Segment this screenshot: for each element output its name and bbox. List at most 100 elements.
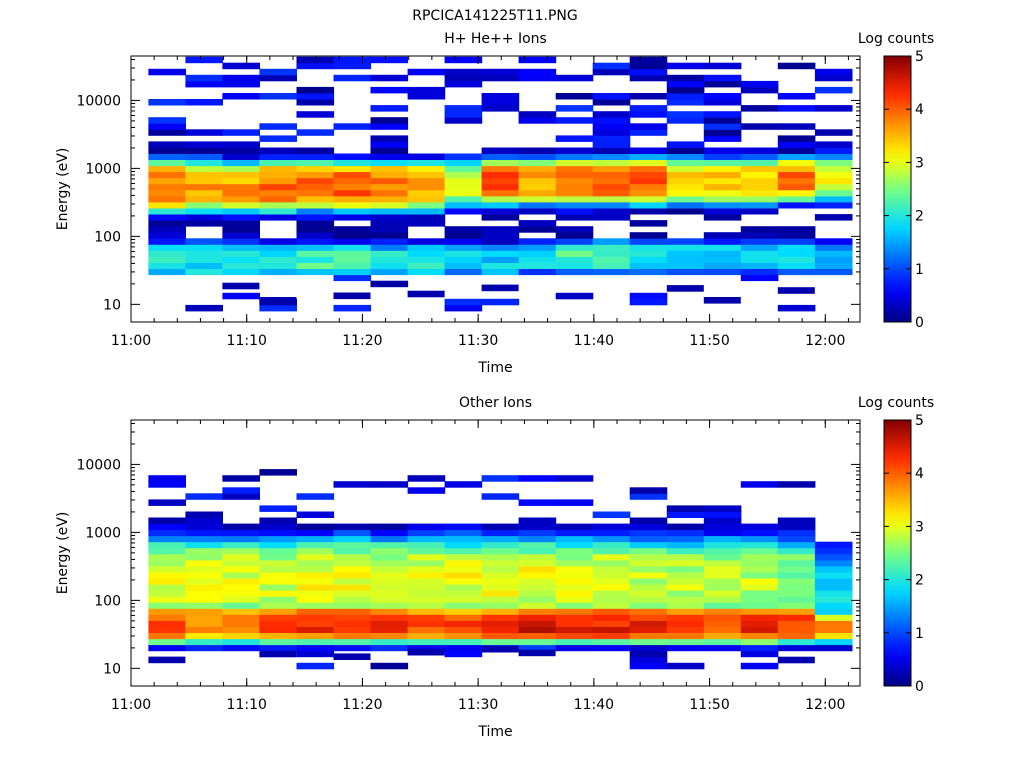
heatmap-cell	[296, 171, 335, 179]
heatmap-cell	[740, 80, 779, 88]
heatmap-cell	[222, 632, 260, 640]
heatmap-cell	[444, 195, 483, 203]
heatmap-cell	[629, 292, 668, 300]
heatmap-cell	[555, 523, 594, 531]
heatmap-cell	[555, 553, 594, 561]
heatmap-cell	[185, 171, 223, 179]
heatmap-cell	[444, 268, 483, 276]
heatmap-cell	[703, 117, 742, 124]
heatmap-cell	[777, 559, 816, 567]
heatmap-cell	[259, 183, 297, 191]
heatmap-cell	[777, 135, 816, 142]
heatmap-cell	[185, 214, 223, 221]
heatmap-cell	[481, 189, 520, 197]
heatmap-cell	[814, 644, 853, 652]
heatmap-cell	[629, 189, 668, 197]
heatmap-cell	[370, 147, 409, 154]
heatmap-cell	[222, 590, 260, 597]
heatmap-cell	[592, 214, 631, 221]
heatmap-cell	[370, 529, 409, 537]
heatmap-cell	[259, 135, 297, 142]
heatmap-cell	[333, 214, 372, 221]
heatmap-cell	[148, 620, 186, 627]
heatmap-cell	[333, 171, 372, 179]
heatmap-cell	[814, 183, 853, 191]
heatmap-cell	[296, 86, 335, 94]
heatmap-cell	[592, 608, 631, 615]
heatmap-cell	[333, 268, 372, 276]
heatmap-cell	[333, 238, 372, 245]
heatmap-cell	[407, 608, 446, 615]
x-tick-label: 12:00	[805, 697, 845, 713]
heatmap-cell	[481, 529, 520, 537]
heatmap-cell	[407, 541, 446, 549]
heatmap-cell	[444, 304, 483, 312]
heatmap-cell	[148, 226, 186, 233]
heatmap-cell	[592, 529, 631, 537]
heatmap-cell	[592, 614, 631, 621]
heatmap-cell	[518, 614, 557, 621]
heatmap-cell	[259, 195, 297, 203]
heatmap-cell	[592, 177, 631, 185]
colorbar-tick-label: 5	[915, 413, 924, 429]
heatmap-cell	[148, 129, 186, 136]
heatmap-cell	[481, 105, 520, 112]
heatmap-cell	[296, 238, 335, 245]
heatmap-cell	[518, 535, 557, 543]
heatmap-cell	[407, 620, 446, 627]
heatmap-cell	[259, 208, 297, 215]
heatmap-cell	[666, 250, 705, 257]
heatmap-cell	[777, 153, 816, 160]
heatmap-cell	[592, 262, 631, 269]
heatmap-cell	[481, 171, 520, 179]
heatmap-cell	[333, 262, 372, 269]
heatmap-cell	[555, 262, 594, 269]
colorbar-tick-label: 3	[915, 519, 924, 535]
heatmap-cell	[629, 559, 668, 567]
heatmap-cell	[666, 153, 705, 160]
heatmap-cell	[592, 189, 631, 197]
heatmap-cell	[333, 202, 372, 209]
heatmap-cell	[518, 111, 557, 118]
heatmap-cell	[185, 644, 223, 652]
heatmap-cell	[259, 256, 297, 263]
colorbar-tick-label: 1	[915, 262, 924, 278]
heatmap-cell	[629, 232, 668, 239]
heatmap-cell	[407, 535, 446, 543]
heatmap-cell	[333, 620, 372, 627]
heatmap-cell	[444, 547, 483, 555]
heatmap-cell	[370, 183, 409, 191]
heatmap-cell	[777, 590, 816, 597]
heatmap-cell	[518, 202, 557, 209]
heatmap-cell	[296, 523, 335, 531]
heatmap-cell	[148, 529, 186, 537]
heatmap-cell	[333, 632, 372, 640]
heatmap-cell	[740, 547, 779, 555]
heatmap-cell	[740, 602, 779, 609]
heatmap-cell	[740, 566, 779, 573]
heatmap-cell	[555, 590, 594, 597]
heatmap-cell	[444, 566, 483, 573]
heatmap-cell	[185, 602, 223, 609]
heatmap-cell	[518, 584, 557, 591]
heatmap-cell	[444, 626, 483, 633]
heatmap-cell	[629, 262, 668, 269]
heatmap-cell	[555, 559, 594, 567]
heatmap-cell	[222, 80, 260, 88]
heatmap-cell	[407, 602, 446, 609]
heatmap-cell	[666, 74, 705, 82]
heatmap-cell	[629, 153, 668, 160]
heatmap-cell	[666, 626, 705, 633]
heatmap-cell	[740, 165, 779, 173]
heatmap-cell	[148, 638, 186, 646]
heatmap-cell	[148, 517, 186, 524]
heatmap-cell	[222, 596, 260, 603]
heatmap-cell	[444, 68, 483, 76]
heatmap-cell	[555, 614, 594, 621]
heatmap-cell	[370, 195, 409, 203]
colorbar-tick-label: 2	[915, 209, 924, 225]
heatmap-cell	[296, 56, 335, 64]
heatmap-cell	[703, 80, 742, 88]
heatmap-cell	[703, 232, 742, 239]
heatmap-cell	[148, 117, 186, 124]
